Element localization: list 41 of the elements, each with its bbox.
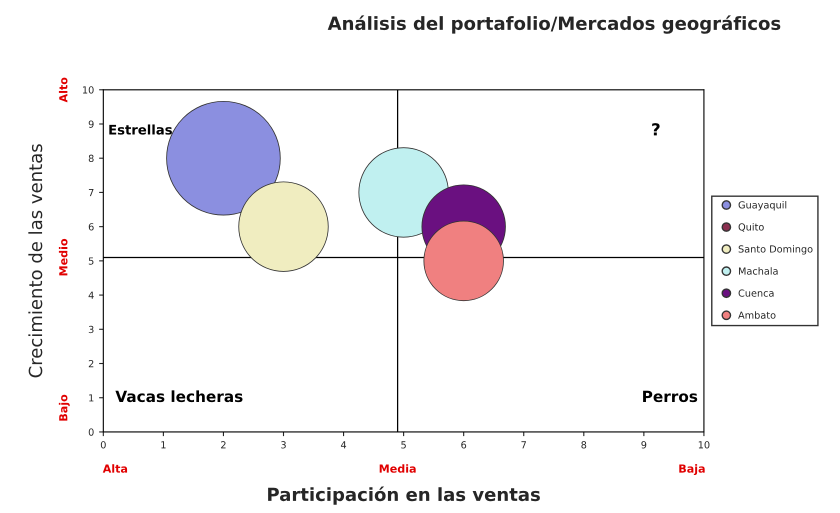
y-tick-label: 1 bbox=[89, 394, 94, 402]
text: Medio bbox=[58, 238, 68, 276]
legend-label: Ambato bbox=[738, 311, 776, 319]
y-tick-label: 9 bbox=[88, 120, 94, 128]
x-tick-label: 1 bbox=[161, 441, 166, 448]
y-axis-title: Crecimiento de las ventas bbox=[28, 144, 42, 378]
text: Bajo bbox=[58, 394, 70, 421]
text: Alto bbox=[58, 78, 68, 102]
x-tick-label: 2 bbox=[221, 441, 226, 448]
y-tick-label: 5 bbox=[88, 257, 94, 265]
x-tick-label: 4 bbox=[340, 441, 346, 448]
annotation: ? bbox=[652, 123, 660, 136]
y-tick-label: 8 bbox=[88, 154, 94, 162]
y-tick-label: 7 bbox=[88, 189, 94, 196]
annotation: Perros bbox=[643, 390, 698, 402]
x-tick-label: 6 bbox=[461, 441, 466, 448]
x-tick-label: 5 bbox=[401, 441, 406, 448]
annotation: Estrellas bbox=[109, 124, 172, 135]
x-tick-label: 7 bbox=[521, 441, 526, 448]
y-tick-label: 3 bbox=[88, 326, 94, 334]
x-tick-label: 3 bbox=[281, 441, 286, 448]
annotation: Vacas lecheras bbox=[115, 390, 243, 402]
y-tick-label: 4 bbox=[88, 292, 94, 299]
text: Baja bbox=[679, 464, 705, 476]
legend-label: Quito bbox=[738, 223, 764, 232]
y-tick-label: 6 bbox=[88, 223, 94, 230]
legend-label: Cuenca bbox=[738, 289, 774, 297]
legend-label: Santo Domingo bbox=[738, 245, 813, 255]
x-tick-label: 10 bbox=[698, 441, 710, 448]
legend-label: Guayaquil bbox=[738, 201, 786, 210]
x-tick-label: 8 bbox=[581, 441, 586, 448]
x-axis-title: Participación en las ventas bbox=[268, 486, 540, 505]
chart-title: Análisis del portafolio/Mercados geográficos bbox=[328, 15, 780, 34]
y-tick-label: 0 bbox=[88, 428, 94, 436]
legend-label: Machala bbox=[738, 267, 778, 275]
x-tick-label: 9 bbox=[641, 441, 646, 448]
x-tick-label: 0 bbox=[100, 441, 106, 448]
text: Media bbox=[380, 464, 416, 473]
text: Alta bbox=[102, 464, 128, 473]
y-tick-label: 10 bbox=[82, 86, 94, 94]
y-tick-label: 2 bbox=[88, 360, 94, 368]
